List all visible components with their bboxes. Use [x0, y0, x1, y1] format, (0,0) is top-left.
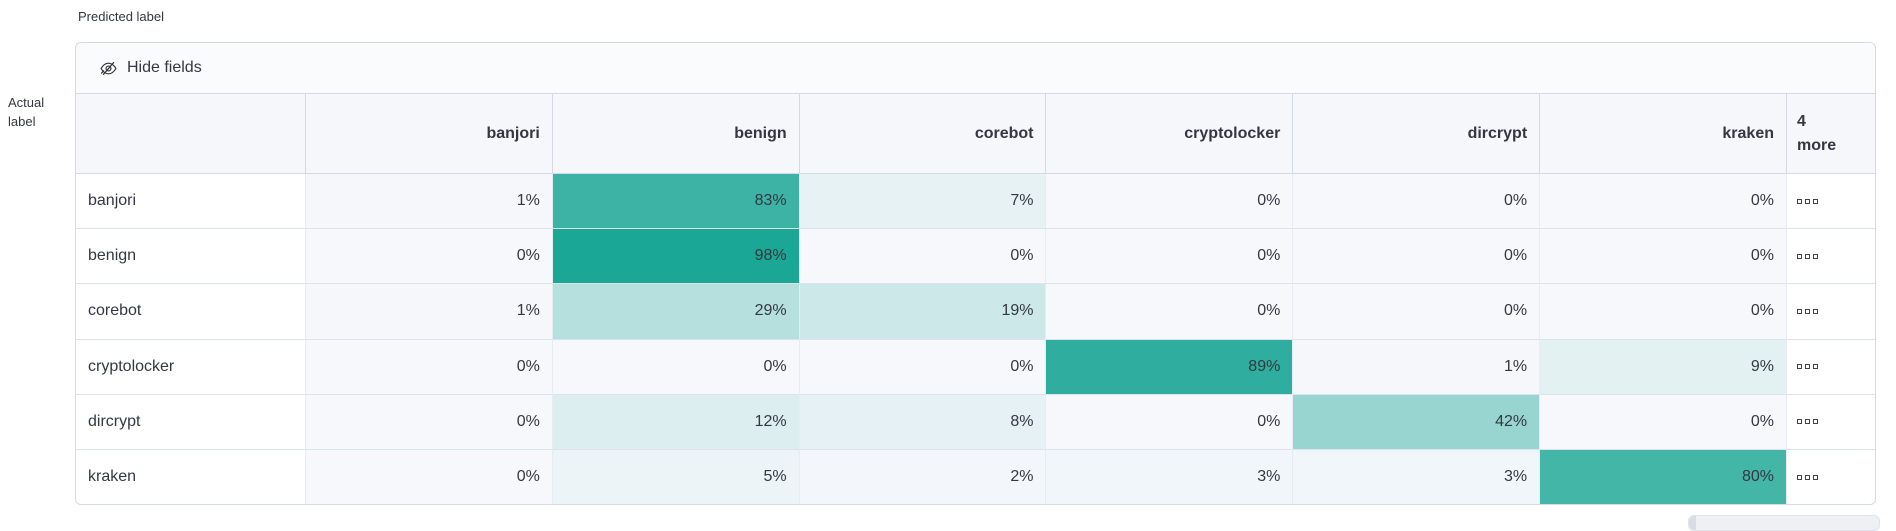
cell-cryptolocker-dircrypt: 1% — [1293, 339, 1541, 395]
cell-corebot-banjori: 1% — [306, 284, 553, 340]
cell-kraken-corebot: 2% — [799, 449, 1047, 504]
row-label-cryptolocker: cryptolocker — [76, 339, 306, 395]
cell-dircrypt-cryptolocker: 0% — [1046, 394, 1294, 450]
row-label-benign: benign — [76, 229, 306, 285]
more-actions-button-banjori[interactable] — [1786, 174, 1875, 230]
row-label-kraken: kraken — [76, 449, 306, 504]
horizontal-scrollbar[interactable] — [1688, 515, 1880, 531]
more-actions-button-benign[interactable] — [1786, 229, 1875, 285]
more-actions-button-kraken[interactable] — [1786, 449, 1875, 504]
predicted-label-axis-title: Predicted label — [78, 9, 164, 24]
hide-fields-button[interactable]: Hide fields — [100, 59, 202, 77]
row-label-corebot: corebot — [76, 284, 306, 340]
boxes-horizontal-icon — [1796, 198, 1818, 204]
row-label-banjori: banjori — [76, 174, 306, 230]
column-header-banjori[interactable]: banjori — [306, 94, 553, 174]
column-header-cryptolocker[interactable]: cryptolocker — [1046, 94, 1294, 174]
more-actions-button-dircrypt[interactable] — [1786, 394, 1875, 450]
cell-kraken-dircrypt: 3% — [1293, 449, 1541, 504]
boxes-horizontal-icon — [1796, 308, 1818, 314]
column-header-kraken[interactable]: kraken — [1540, 94, 1787, 174]
column-header-corebot[interactable]: corebot — [799, 94, 1047, 174]
scrollbar-thumb-cap — [1689, 516, 1696, 530]
confusion-matrix-grid: banjori benign corebot cryptolocker dircrypt… — [76, 94, 1875, 504]
cell-benign-kraken: 0% — [1540, 229, 1787, 285]
cell-banjori-kraken: 0% — [1540, 174, 1787, 230]
cell-dircrypt-corebot: 8% — [799, 394, 1047, 450]
actual-label-axis-title: Actual label — [8, 95, 45, 129]
boxes-horizontal-icon — [1796, 474, 1818, 480]
cell-benign-corebot: 0% — [799, 229, 1047, 285]
cell-dircrypt-kraken: 0% — [1540, 394, 1787, 450]
eye-closed-icon — [100, 60, 117, 77]
cell-kraken-cryptolocker: 3% — [1046, 449, 1294, 504]
cell-corebot-kraken: 0% — [1540, 284, 1787, 340]
cell-benign-cryptolocker: 0% — [1046, 229, 1294, 285]
cell-cryptolocker-kraken: 9% — [1540, 339, 1787, 395]
cell-benign-banjori: 0% — [306, 229, 553, 285]
cell-banjori-dircrypt: 0% — [1293, 174, 1541, 230]
cell-banjori-cryptolocker: 0% — [1046, 174, 1294, 230]
confusion-matrix-panel: Hide fields banjori benign corebot cryptolo… — [75, 42, 1876, 505]
cell-cryptolocker-banjori: 0% — [306, 339, 553, 395]
cell-kraken-banjori: 0% — [306, 449, 553, 504]
more-columns-header[interactable]: 4 more — [1786, 94, 1875, 174]
column-header-benign[interactable]: benign — [552, 94, 800, 174]
cell-corebot-corebot: 19% — [799, 284, 1047, 340]
boxes-horizontal-icon — [1796, 419, 1818, 425]
boxes-horizontal-icon — [1796, 364, 1818, 370]
cell-corebot-cryptolocker: 0% — [1046, 284, 1294, 340]
cell-dircrypt-dircrypt: 42% — [1293, 394, 1541, 450]
row-label-dircrypt: dircrypt — [76, 394, 306, 450]
cell-dircrypt-banjori: 0% — [306, 394, 553, 450]
more-actions-button-cryptolocker[interactable] — [1786, 339, 1875, 395]
cell-kraken-benign: 5% — [552, 449, 800, 504]
cell-cryptolocker-cryptolocker: 89% — [1046, 339, 1294, 395]
row-label-column-header — [76, 94, 306, 174]
cell-dircrypt-benign: 12% — [552, 394, 800, 450]
cell-banjori-benign: 83% — [552, 174, 800, 230]
cell-benign-dircrypt: 0% — [1293, 229, 1541, 285]
matrix-toolbar: Hide fields — [76, 43, 1875, 94]
cell-banjori-banjori: 1% — [306, 174, 553, 230]
cell-corebot-benign: 29% — [552, 284, 800, 340]
cell-cryptolocker-benign: 0% — [552, 339, 800, 395]
cell-banjori-corebot: 7% — [799, 174, 1047, 230]
cell-kraken-kraken: 80% — [1540, 449, 1787, 504]
cell-corebot-dircrypt: 0% — [1293, 284, 1541, 340]
column-header-dircrypt[interactable]: dircrypt — [1293, 94, 1541, 174]
cell-benign-benign: 98% — [552, 229, 800, 285]
cell-cryptolocker-corebot: 0% — [799, 339, 1047, 395]
boxes-horizontal-icon — [1796, 253, 1818, 259]
hide-fields-label: Hide fields — [127, 59, 202, 76]
more-actions-button-corebot[interactable] — [1786, 284, 1875, 340]
